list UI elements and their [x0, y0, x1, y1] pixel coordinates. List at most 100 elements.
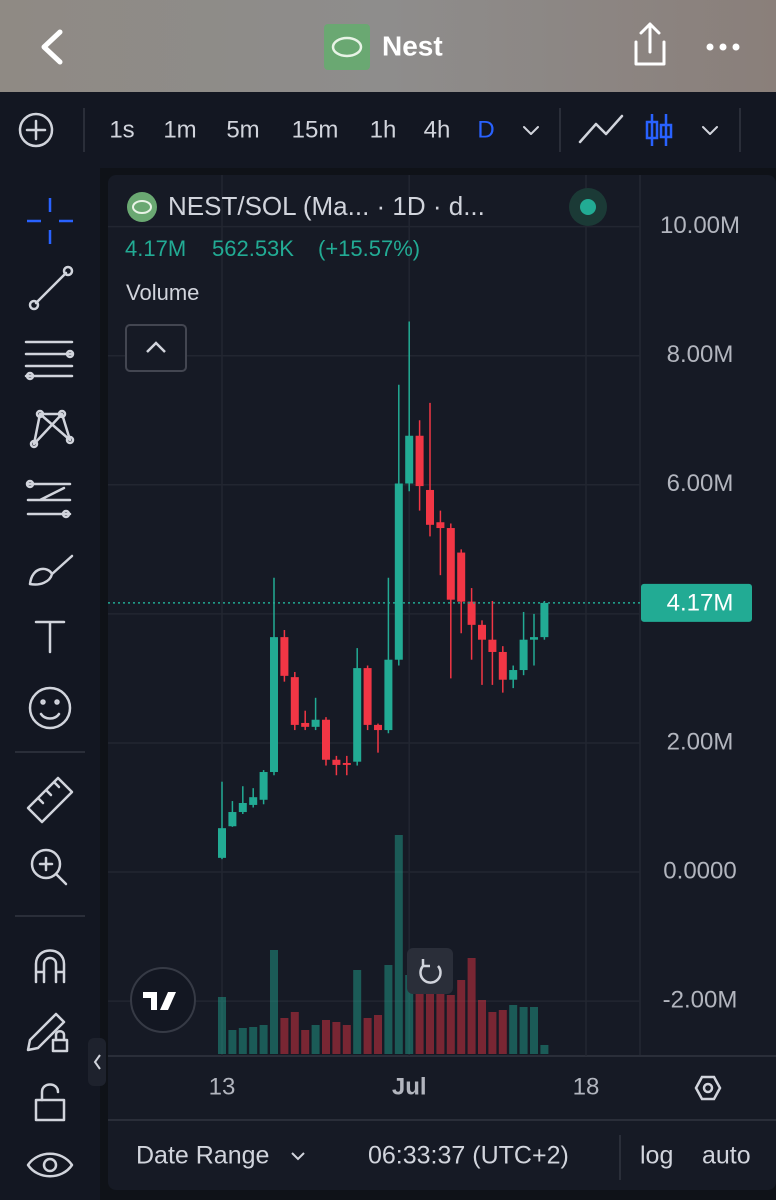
last-price-label: 4.17M	[667, 589, 734, 616]
candle-body	[530, 637, 538, 640]
tv-logo[interactable]	[130, 967, 196, 1033]
candle-body	[228, 812, 237, 827]
interval-menu[interactable]	[523, 126, 539, 135]
candle-body	[405, 435, 414, 484]
log-toggle[interactable]: log	[640, 1142, 673, 1170]
indicator-name: Volume	[126, 280, 199, 305]
logo-mark	[331, 36, 363, 58]
trend-line-tool[interactable]	[28, 265, 74, 311]
volume-bar	[384, 965, 393, 1054]
volume-bar	[374, 1015, 382, 1054]
candle-body	[384, 659, 393, 731]
y-tick-label: 10.00M	[660, 212, 740, 239]
interval[interactable]: 1m	[163, 116, 196, 143]
magnet-tool[interactable]	[34, 949, 66, 984]
app-logo	[324, 24, 370, 70]
app-title: Nest	[382, 30, 443, 61]
hide-tool[interactable]	[26, 1152, 74, 1178]
candle-body	[342, 762, 351, 765]
candle-body	[290, 677, 299, 725]
lock-tool[interactable]	[34, 1083, 66, 1122]
line-style[interactable]	[578, 114, 624, 144]
symbol-logo	[127, 192, 157, 222]
share-button[interactable]	[634, 22, 666, 66]
volume-bar	[363, 1018, 372, 1054]
add-button[interactable]	[18, 112, 54, 148]
plot: -2.00M0.00002.00M4.00M6.00M8.00M10.00M13…	[108, 175, 752, 1100]
more-button[interactable]	[706, 43, 740, 51]
volume-bar	[218, 997, 226, 1054]
volume-bar	[301, 1030, 310, 1054]
volume-bar	[353, 970, 362, 1054]
volume-bar	[509, 1005, 518, 1054]
status-dot	[580, 199, 596, 215]
interval[interactable]: 1s	[109, 116, 134, 143]
interval[interactable]: 5m	[226, 116, 259, 143]
sidebar-toggle-icon	[93, 1054, 101, 1070]
candle-body	[270, 637, 278, 773]
settings-icon	[702, 1082, 714, 1094]
volume-bar	[290, 1012, 299, 1054]
candle-body	[426, 489, 434, 525]
volume-bar	[478, 1000, 486, 1054]
auto-toggle[interactable]: auto	[702, 1142, 751, 1170]
y-tick-label: -2.00M	[663, 986, 738, 1013]
collapse-icon	[146, 341, 166, 353]
last-price-tag	[641, 583, 752, 622]
date-range-menu[interactable]	[291, 1152, 305, 1161]
candle-body	[498, 651, 507, 680]
intervals: 1s 1m 5m 15m 1h 4h D	[109, 116, 494, 143]
text-tool[interactable]	[34, 620, 66, 654]
volume-bar	[270, 950, 278, 1054]
legend-close: 4.17M	[125, 236, 186, 261]
candle-body	[488, 639, 497, 652]
volume-bar	[311, 1025, 320, 1054]
emoji-tool[interactable]	[28, 686, 72, 730]
fib-tool[interactable]	[24, 340, 75, 381]
brush-tool[interactable]	[28, 554, 74, 586]
candle-body	[446, 528, 455, 600]
date-range[interactable]: Date Range	[136, 1142, 269, 1170]
candle-style[interactable]	[645, 114, 673, 146]
candle-body	[374, 724, 382, 731]
back-button[interactable]	[41, 29, 63, 65]
crosshair-tool[interactable]	[27, 198, 73, 244]
interval[interactable]: D	[477, 116, 494, 143]
forecast-tool[interactable]	[25, 479, 72, 519]
volume-bar	[488, 1012, 497, 1054]
clock: 06:33:37 (UTC+2)	[368, 1142, 569, 1170]
volume-bar	[530, 1007, 538, 1054]
candle-body	[540, 602, 549, 638]
sidebar-toggle[interactable]	[88, 1038, 106, 1086]
pattern-tool[interactable]	[29, 409, 75, 449]
replay-button[interactable]	[407, 948, 453, 994]
volume-bar	[332, 1022, 341, 1054]
collapse-button[interactable]	[125, 324, 187, 372]
symbol: NEST/SOL (Ma... · 1D · d...	[168, 191, 485, 221]
style-menu[interactable]	[702, 126, 718, 135]
x-tick-label: Jul	[392, 1073, 427, 1100]
candle-body	[478, 624, 486, 640]
volume-bar	[446, 995, 455, 1054]
lock-drawing-tool[interactable]	[26, 1012, 69, 1053]
volume-bar	[280, 1018, 289, 1054]
candle-body	[249, 797, 258, 805]
interval[interactable]: 15m	[292, 116, 339, 143]
zoom-tool[interactable]	[30, 848, 68, 886]
interval[interactable]: 1h	[370, 116, 397, 143]
candle-body	[301, 722, 310, 727]
y-tick-label: 2.00M	[667, 728, 734, 755]
volume-bar	[405, 975, 414, 1054]
y-tick-label: 8.00M	[667, 341, 734, 368]
interval[interactable]: 4h	[424, 116, 451, 143]
candle-body	[363, 668, 372, 725]
replay-icon	[419, 959, 442, 984]
volume-bar	[426, 985, 434, 1054]
candle-body	[394, 483, 403, 660]
candle-body	[467, 601, 476, 625]
settings-button[interactable]	[694, 1075, 722, 1101]
volume-bar	[394, 835, 403, 1054]
ruler-tool[interactable]	[26, 776, 74, 824]
